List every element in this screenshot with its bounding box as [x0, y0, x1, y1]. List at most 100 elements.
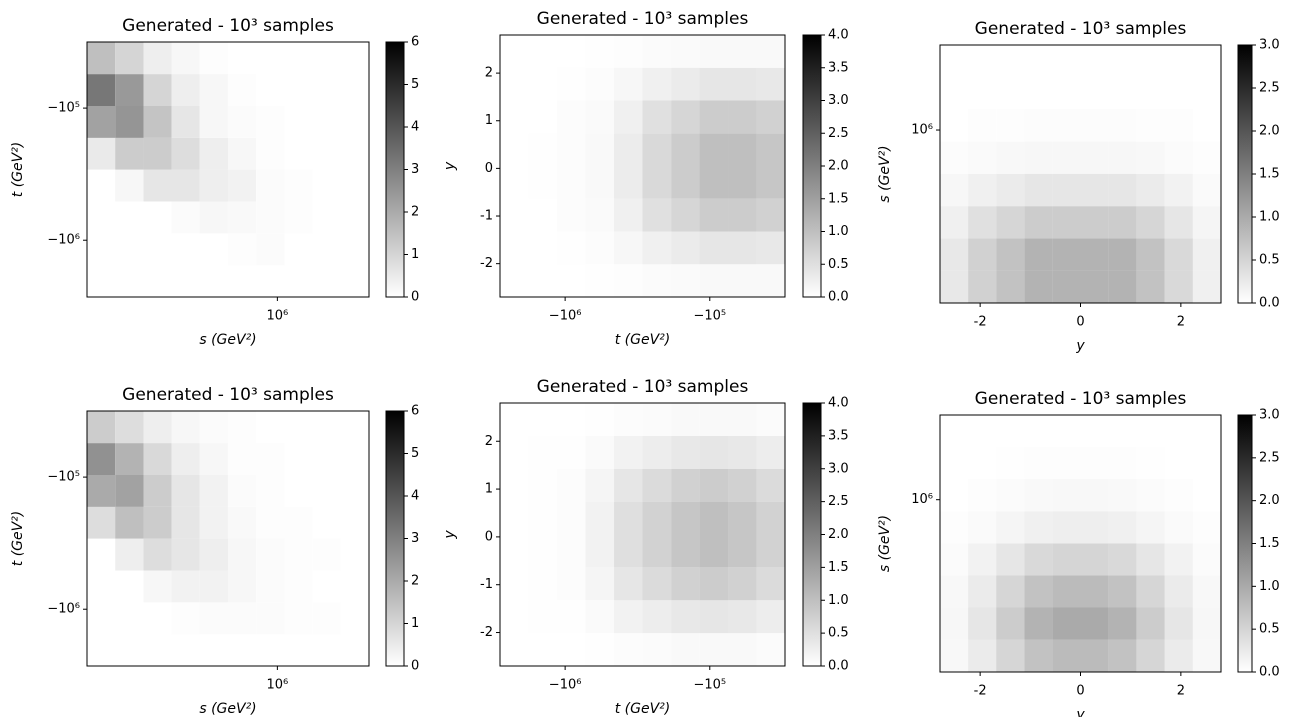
- heatmap-cell: [115, 169, 144, 202]
- heatmap-cell: [143, 570, 172, 603]
- heatmap-cell: [227, 201, 257, 234]
- heatmap-cell: [699, 198, 729, 232]
- y-axis-label: y: [442, 530, 458, 540]
- heatmap-cell: [642, 35, 672, 68]
- heatmap-cell: [699, 264, 729, 297]
- heatmap-cell: [968, 109, 997, 142]
- heatmap-cell: [528, 468, 557, 502]
- colorbar-tick-label: 3.5: [828, 428, 849, 443]
- colorbar: [385, 41, 405, 298]
- heatmap-cell: [1024, 447, 1053, 479]
- heatmap-cell: [756, 231, 785, 265]
- heatmap-cell: [1024, 109, 1053, 142]
- heatmap-cell: [940, 173, 969, 207]
- x-axis-label: t (GeV²): [615, 701, 671, 717]
- heatmap-cell: [171, 538, 200, 571]
- heatmap-cell: [284, 506, 313, 539]
- heatmap-cell: [199, 570, 228, 603]
- heatmap-cell: [996, 639, 1025, 672]
- heatmap-cell: [642, 501, 672, 535]
- y-tick-label: 1: [485, 113, 493, 128]
- heatmap-cell: [671, 67, 700, 101]
- heatmap-cell: [1108, 206, 1137, 239]
- heatmap-cell: [585, 435, 615, 469]
- heatmap-cell: [968, 173, 997, 207]
- heatmap-cell: [1192, 238, 1221, 271]
- heatmap-cell: [1136, 141, 1165, 174]
- heatmap-cell: [143, 137, 172, 170]
- y-tick-label: 2: [485, 434, 493, 449]
- heatmap-cell: [1164, 270, 1193, 303]
- heatmap-cell: [556, 198, 586, 232]
- heatmap-cell: [143, 474, 172, 507]
- colorbar-tick-label: 3.5: [828, 60, 849, 75]
- heatmap-cell: [115, 443, 144, 475]
- heatmap-cell: [1052, 543, 1081, 576]
- heatmap-cell: [671, 100, 700, 134]
- heatmap-cell: [968, 511, 997, 544]
- heatmap-cell: [256, 201, 285, 234]
- heatmap-cell: [1164, 141, 1193, 174]
- heatmap-cell: [115, 105, 144, 138]
- heatmap-cell: [227, 443, 257, 475]
- colorbar: [802, 34, 822, 298]
- heatmap-cell: [227, 74, 257, 106]
- heatmap-cell: [1080, 447, 1109, 479]
- heatmap-cell: [1108, 109, 1137, 142]
- heatmap-cell: [728, 67, 757, 101]
- heatmap-cell: [171, 105, 200, 138]
- heatmap-cell: [1192, 607, 1221, 640]
- heatmap-cell: [1108, 543, 1137, 576]
- heatmap-cell: [940, 543, 969, 576]
- heatmap-cell: [642, 435, 672, 469]
- heatmap-cell: [728, 403, 757, 436]
- heatmap-cell: [1052, 575, 1081, 608]
- heatmap-cell: [171, 42, 200, 75]
- heatmap-cell: [556, 67, 586, 101]
- y-tick-label: -1: [480, 577, 493, 592]
- x-tick-label: 2: [1177, 315, 1185, 330]
- heatmap-cell: [699, 633, 729, 666]
- colorbar-tick-label: 2.5: [828, 126, 849, 141]
- heatmap-cell: [143, 506, 172, 539]
- heatmap-cell: [1080, 543, 1109, 576]
- heatmap-cell: [614, 231, 643, 265]
- heatmap-cell: [199, 42, 228, 75]
- heatmap-cell: [1052, 270, 1081, 303]
- colorbar-tick-label: 0.5: [1259, 253, 1280, 268]
- heatmap-cell: [1164, 109, 1193, 142]
- heatmap-cell: [671, 133, 700, 166]
- heatmap-cell: [1080, 639, 1109, 672]
- colorbar-tick-label: 1: [411, 247, 419, 262]
- colorbar-tick-label: 2.0: [1259, 493, 1280, 508]
- colorbar-tick-label: 0.5: [828, 257, 849, 272]
- colorbar-tick-label: 3.0: [1259, 408, 1280, 423]
- heatmap-cell: [1164, 607, 1193, 640]
- heatmap-cell: [1108, 607, 1137, 640]
- colorbar-tick-label: 2.0: [828, 527, 849, 542]
- heatmap-cell: [585, 567, 615, 601]
- heatmap-cell: [1052, 639, 1081, 672]
- heatmap-cell: [528, 600, 557, 634]
- heatmap-cell: [115, 538, 144, 571]
- heatmap-cell: [728, 633, 757, 666]
- heatmap-cell: [699, 166, 729, 199]
- heatmap-cell: [556, 501, 586, 535]
- heatmap-cell: [1192, 639, 1221, 672]
- heatmap-cell: [585, 133, 615, 166]
- heatmap-cell: [199, 74, 228, 106]
- heatmap-cell: [585, 67, 615, 101]
- chart-title: Generated - 10³ samples: [122, 16, 334, 36]
- heatmap-cell: [940, 206, 969, 239]
- heatmap-cell: [227, 602, 257, 635]
- heatmap-cell: [642, 198, 672, 232]
- heatmap-cell: [699, 567, 729, 601]
- y-tick-label: 10⁶: [911, 123, 933, 138]
- heatmap-cell: [528, 501, 557, 535]
- heatmap-cell: [556, 534, 586, 568]
- heatmap-cell: [756, 133, 785, 166]
- heatmap-cell: [1164, 543, 1193, 576]
- heatmap-cell: [1136, 478, 1165, 512]
- heatmap-cell: [1080, 109, 1109, 142]
- heatmap-cell: [996, 478, 1025, 512]
